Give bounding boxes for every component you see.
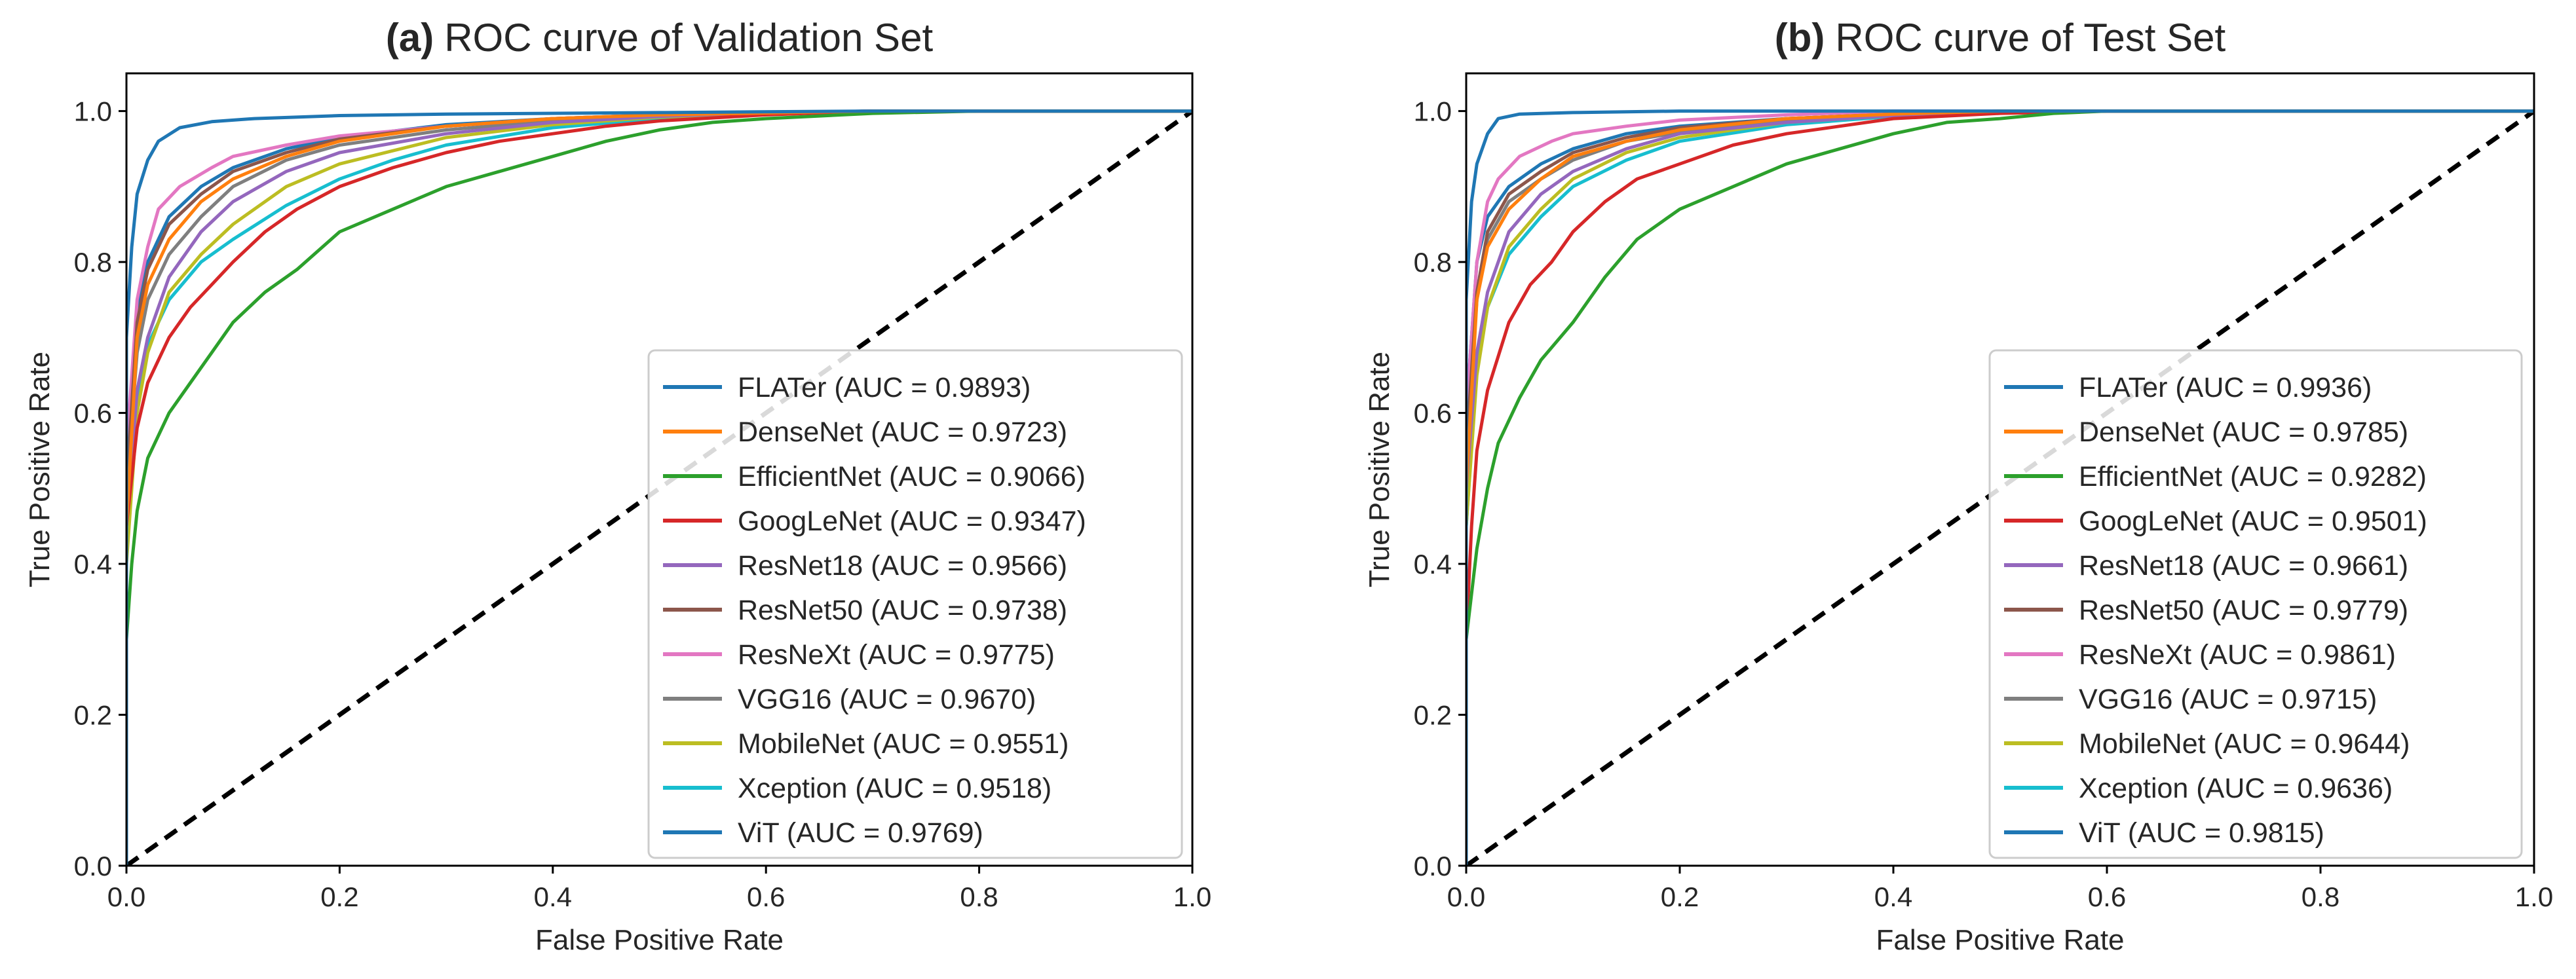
legend-label-densenet: DenseNet (AUC = 0.9785) [2079, 416, 2408, 448]
y-tick-label: 0.0 [1414, 851, 1452, 881]
series-line-densenet [126, 109, 1192, 866]
y-tick-label: 0.2 [74, 700, 112, 731]
legend-label-mobilenet: MobileNet (AUC = 0.9551) [738, 728, 1069, 760]
y-tick-label: 0.6 [1414, 398, 1452, 429]
chart-panel-validation: (a) ROC curve of Validation Set 0.0 0.2 0.4 0… [24, 16, 1211, 956]
legend-label-flater: FLATer (AUC = 0.9936) [2079, 372, 2372, 403]
y-axis-label: True Positive Rate [24, 352, 56, 587]
series-line-flater [126, 109, 1192, 866]
series-line-flater [1466, 109, 2534, 866]
series-line-densenet [1466, 109, 2534, 866]
legend-label-xception: Xception (AUC = 0.9518) [738, 773, 1051, 804]
series-line-googlenet [126, 109, 1192, 866]
x-tick-label: 0.2 [320, 881, 358, 912]
legend-label-vgg16: VGG16 (AUC = 0.9715) [2079, 684, 2377, 715]
diagonal-chance-line [1466, 109, 2534, 866]
x-tick-label: 0.6 [747, 881, 785, 912]
x-tick-label: 0.0 [107, 881, 145, 912]
legend-label-googlenet: GoogLeNet (AUC = 0.9347) [738, 506, 1086, 537]
axes-frame [125, 72, 1194, 867]
chart-title-prefix: (b) [1775, 16, 1825, 60]
series-line-resnext [1466, 109, 2534, 866]
legend-label-resnet18: ResNet18 (AUC = 0.9566) [738, 550, 1067, 582]
x-tick-label: 0.8 [2301, 881, 2339, 912]
chart-title-text: ROC curve of Validation Set [444, 16, 933, 60]
x-tick-label: 1.0 [1173, 881, 1211, 912]
x-tick-label: 0.6 [2088, 881, 2126, 912]
x-tick-label: 0.4 [1874, 881, 1912, 912]
x-tick-label: 0.2 [1661, 881, 1699, 912]
legend-label-vit: ViT (AUC = 0.9815) [2079, 817, 2324, 849]
x-axis-label: False Positive Rate [535, 924, 784, 956]
chart-title: (a) ROC curve of Validation Set [386, 16, 934, 60]
x-tick-label: 0.0 [1447, 881, 1485, 912]
legend-label-resnet50: ResNet50 (AUC = 0.9738) [738, 595, 1067, 626]
legend: FLATer (AUC = 0.9936) DenseNet (AUC = 0.9… [1988, 349, 2523, 859]
legend-box [1988, 349, 2523, 859]
chart-title-text: ROC curve of Test Set [1835, 16, 2226, 60]
y-tick-label: 0.4 [74, 549, 112, 580]
legend-label-resnet50: ResNet50 (AUC = 0.9779) [2079, 595, 2408, 626]
series-group [126, 109, 1192, 866]
y-tick-label: 0.6 [74, 398, 112, 429]
legend-label-googlenet: GoogLeNet (AUC = 0.9501) [2079, 506, 2427, 537]
y-tick-label: 0.2 [1414, 700, 1452, 731]
x-tick-label: 0.4 [534, 881, 572, 912]
y-tick-label: 0.8 [74, 247, 112, 278]
series-line-efficientnet [1466, 109, 2534, 866]
x-tick-label: 1.0 [2515, 881, 2553, 912]
legend-box [647, 349, 1183, 859]
legend-label-resnet18: ResNet18 (AUC = 0.9661) [2079, 550, 2408, 582]
legend-label-efficientnet: EfficientNet (AUC = 0.9066) [738, 461, 1086, 492]
legend-label-xception: Xception (AUC = 0.9636) [2079, 773, 2393, 804]
legend-label-vit: ViT (AUC = 0.9769) [738, 817, 983, 849]
chart-title: (b) ROC curve of Test Set [1775, 16, 2226, 60]
series-line-efficientnet [126, 109, 1192, 866]
chart-title-prefix: (a) [386, 16, 434, 60]
legend-label-vgg16: VGG16 (AUC = 0.9670) [738, 684, 1036, 715]
series-group [1466, 109, 2534, 866]
y-tick-label: 1.0 [1414, 96, 1452, 127]
legend-label-densenet: DenseNet (AUC = 0.9723) [738, 416, 1067, 448]
diagonal-chance-line [126, 109, 1192, 866]
legend-label-resnext: ResNeXt (AUC = 0.9861) [2079, 639, 2396, 671]
x-tick-label: 0.8 [960, 881, 998, 912]
legend-label-mobilenet: MobileNet (AUC = 0.9644) [2079, 728, 2410, 760]
series-line-googlenet [1466, 109, 2534, 866]
legend: FLATer (AUC = 0.9893) DenseNet (AUC = 0.9… [647, 349, 1183, 859]
y-tick-label: 0.8 [1414, 247, 1452, 278]
legend-label-efficientnet: EfficientNet (AUC = 0.9282) [2079, 461, 2427, 492]
axes-frame [1465, 72, 2535, 867]
y-axis-label: True Positive Rate [1363, 352, 1395, 587]
legend-label-resnext: ResNeXt (AUC = 0.9775) [738, 639, 1055, 671]
y-tick-label: 1.0 [74, 96, 112, 127]
chart-panel-test: (b) ROC curve of Test Set 0.0 0.2 0.4 0.6 0.8 1… [1363, 16, 2553, 956]
y-tick-label: 0.0 [74, 851, 112, 881]
y-tick-label: 0.4 [1414, 549, 1452, 580]
legend-label-flater: FLATer (AUC = 0.9893) [738, 372, 1031, 403]
x-axis-label: False Positive Rate [1876, 924, 2124, 956]
